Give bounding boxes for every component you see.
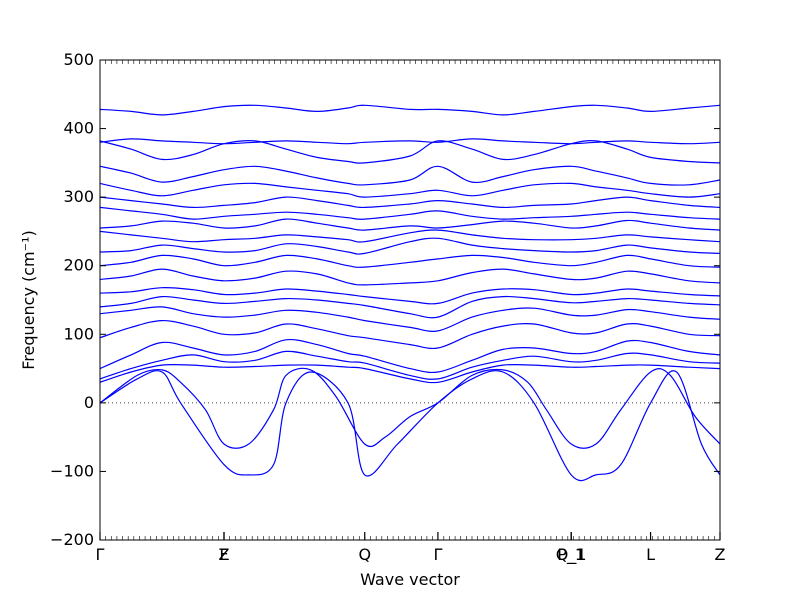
y-ticks-layer: −200 −100 0 100 200 300 400 500 [50, 50, 720, 549]
x-axis-label: Wave vector [360, 570, 460, 589]
y-tick-label: 200 [63, 256, 94, 275]
band-6 [100, 319, 720, 350]
band-16 [100, 196, 720, 209]
x-tick-label-6: Q_1 [556, 545, 587, 565]
band-3 [100, 363, 720, 384]
band-15 [100, 206, 720, 220]
band-19 [100, 138, 720, 145]
band-10 [100, 268, 720, 286]
x-tick-label-4: Γ [433, 545, 442, 564]
band-2 [100, 367, 720, 449]
y-tick-label: 500 [63, 50, 94, 69]
band-1 [100, 370, 720, 482]
band-7 [100, 306, 720, 332]
x-tick-label-0: Γ [96, 545, 105, 564]
x-tick-label-3: Q [358, 545, 371, 564]
y-tick-label: 400 [63, 119, 94, 138]
y-axis-label: Frequency (cm⁻¹) [19, 230, 38, 369]
band-18 [100, 165, 720, 186]
bands-layer [100, 104, 720, 482]
plot-frame [99, 59, 721, 541]
x-tick-label-2: Z [219, 545, 230, 564]
band-9 [100, 287, 720, 305]
x-tick-label-5: P_1 [557, 545, 585, 565]
band-12 [100, 237, 720, 255]
x-tick-label-1: F [219, 545, 228, 564]
y-tick-label: 100 [63, 324, 94, 343]
x-tick-label-7: L [646, 545, 655, 564]
band-21 [100, 104, 720, 116]
x-ticks-layer: Γ FZ Q Γ P_1Q_1 L Z [96, 60, 726, 565]
band-4 [100, 350, 720, 380]
x-tick-label-8: Z [715, 545, 726, 564]
band-5 [100, 338, 720, 374]
band-17 [100, 182, 720, 198]
y-tick-label: 300 [63, 187, 94, 206]
band-13 [100, 229, 720, 243]
y-tick-label: −200 [50, 530, 94, 549]
band-8 [100, 295, 720, 319]
band-20 [100, 140, 720, 164]
band-11 [100, 254, 720, 268]
band-14 [100, 218, 720, 231]
y-tick-label: −100 [50, 461, 94, 480]
y-tick-label: 0 [84, 393, 94, 412]
